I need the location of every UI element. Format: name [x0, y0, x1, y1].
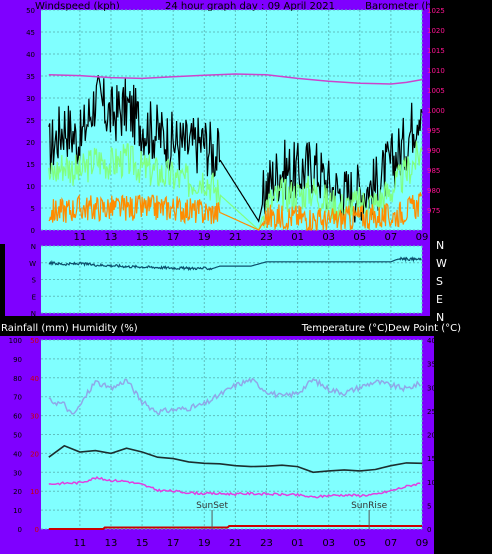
temperature-y-tick-label: 0 — [427, 526, 431, 534]
barometer-y-tick-label: 980 — [427, 187, 440, 195]
direction-side-label: S — [436, 275, 443, 288]
wind-x-tick-label: 05 — [353, 232, 366, 243]
windspeed-average-line — [48, 141, 423, 232]
barometer-y-tick-label: 995 — [427, 127, 440, 135]
direction-side-label: E — [436, 293, 443, 306]
temperature-y-tick-label: 35 — [427, 361, 436, 369]
wind-x-tick-label: 19 — [198, 232, 211, 243]
barometer-line — [48, 73, 423, 85]
wind-y-tick-label: 35 — [26, 73, 35, 81]
wind-y-tick-label: 30 — [26, 95, 35, 103]
wind-y-tick-label: 15 — [26, 161, 35, 169]
rainfall-y-tick-label: 30 — [30, 413, 39, 421]
dewpoint-line — [48, 476, 421, 499]
rain-x-tick-label: 17 — [167, 538, 180, 549]
wind-y-tick-label: 20 — [26, 139, 35, 147]
temp-dewpoint-axis-label: Temperature (°C)Dew Point (°C) — [301, 323, 461, 334]
barometer-y-tick-label: 1025 — [427, 7, 445, 15]
wind-y-tick-label: 0 — [31, 227, 35, 235]
barometer-y-tick-label: 990 — [427, 147, 440, 155]
wind-y-tick-label: 5 — [31, 205, 35, 213]
chart-title: 24 hour graph day : 09 April 2021 — [165, 1, 335, 12]
barometer-axis-label: Barometer (hpa) — [365, 1, 448, 12]
direction-y-tick-label: N — [31, 243, 36, 251]
rain-x-tick-label: 15 — [136, 538, 149, 549]
wind-x-tick-label: 21 — [229, 232, 242, 243]
temperature-y-tick-label: 20 — [427, 432, 436, 440]
barometer-y-tick-label: 1000 — [427, 107, 445, 115]
rain-x-tick-label: 13 — [105, 538, 118, 549]
rain-x-tick-label: 07 — [385, 538, 398, 549]
direction-side-label: W — [436, 257, 447, 270]
rainfall-y-tick-label: 0 — [35, 526, 39, 534]
annotation-label: SunRise — [351, 501, 388, 511]
temperature-y-tick-label: 30 — [427, 384, 436, 392]
temperature-y-tick-label: 15 — [427, 455, 436, 463]
barometer-y-tick-label: 1015 — [427, 47, 445, 55]
rain-x-tick-label: 23 — [260, 538, 273, 549]
temperature-y-tick-label: 10 — [427, 479, 436, 487]
temperature-y-tick-label: 25 — [427, 408, 436, 416]
rain-x-tick-label: 19 — [198, 538, 211, 549]
temperature-y-tick-label: 5 — [427, 502, 431, 510]
rainfall-y-tick-label: 10 — [30, 488, 39, 496]
wind-y-tick-label: 25 — [26, 117, 35, 125]
wind-y-tick-label: 50 — [26, 7, 35, 15]
direction-y-tick-label: N — [31, 310, 36, 318]
humidity-y-tick-label: 40 — [13, 450, 22, 458]
rainfall-line — [48, 525, 422, 530]
humidity-y-tick-label: 60 — [13, 413, 22, 421]
wind-x-tick-label: 11 — [74, 232, 87, 243]
humidity-y-tick-label: 100 — [9, 337, 22, 345]
rain-x-tick-label: 11 — [74, 538, 87, 549]
wind-direction-line — [48, 256, 422, 272]
humidity-y-tick-label: 50 — [13, 432, 22, 440]
windspeed-low-line — [48, 192, 422, 232]
wind-axis-label: Windspeed (kph) — [35, 1, 120, 12]
direction-side-label: N — [436, 311, 444, 324]
humidity-y-tick-label: 0 — [18, 526, 22, 534]
wind-y-tick-label: 45 — [26, 29, 35, 37]
wind-y-tick-label: 10 — [26, 183, 35, 191]
temperature-line — [48, 444, 423, 474]
barometer-y-tick-label: 985 — [427, 167, 440, 175]
rainfall-y-tick-label: 50 — [30, 337, 39, 345]
rainfall-y-tick-label: 20 — [30, 450, 39, 458]
humidity-y-tick-label: 10 — [13, 507, 22, 515]
rain-humidity-axis-label: Rainfall (mm) Humidity (%) — [1, 323, 138, 334]
direction-side-label: N — [436, 239, 444, 252]
humidity-y-tick-label: 20 — [13, 488, 22, 496]
humidity-y-tick-label: 80 — [13, 375, 22, 383]
barometer-y-tick-label: 1020 — [427, 27, 445, 35]
annotation-label: SunSet — [196, 501, 228, 511]
rain-x-tick-label: 03 — [322, 538, 335, 549]
barometer-y-tick-label: 1005 — [427, 87, 445, 95]
wind-x-tick-label: 01 — [291, 232, 304, 243]
direction-y-tick-label: E — [32, 293, 36, 301]
direction-y-tick-label: W — [29, 260, 36, 268]
wind-x-tick-label: 09 — [416, 232, 429, 243]
barometer-y-tick-label: 975 — [427, 207, 440, 215]
wind-x-tick-label: 07 — [385, 232, 398, 243]
barometer-y-tick-label: 1010 — [427, 67, 445, 75]
wind-x-tick-label: 13 — [105, 232, 118, 243]
humidity-y-tick-label: 70 — [13, 394, 22, 402]
rain-x-tick-label: 01 — [291, 538, 304, 549]
rain-x-tick-label: 05 — [353, 538, 366, 549]
wind-y-tick-label: 40 — [26, 51, 35, 59]
wind-x-tick-label: 23 — [260, 232, 273, 243]
wind-x-tick-label: 15 — [136, 232, 149, 243]
rain-x-tick-label: 21 — [229, 538, 242, 549]
rain-x-tick-label: 09 — [416, 538, 429, 549]
humidity-line — [48, 377, 422, 416]
direction-y-tick-label: S — [32, 277, 37, 285]
wind-x-tick-label: 03 — [322, 232, 335, 243]
rainfall-y-tick-label: 40 — [30, 375, 39, 383]
humidity-y-tick-label: 30 — [13, 469, 22, 477]
humidity-y-tick-label: 90 — [13, 356, 22, 364]
wind-x-tick-label: 17 — [167, 232, 180, 243]
temperature-y-tick-label: 40 — [427, 337, 436, 345]
